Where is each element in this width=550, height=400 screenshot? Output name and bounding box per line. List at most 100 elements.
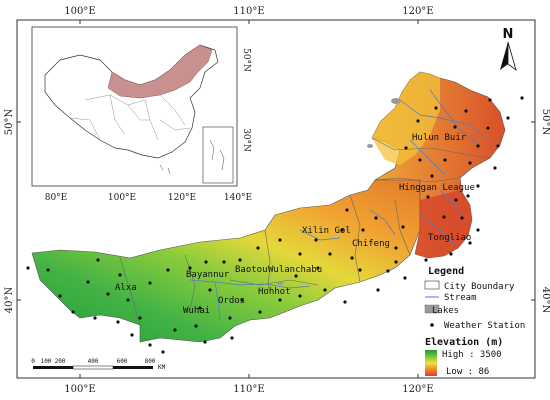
lakes	[277, 98, 401, 285]
north-arrow: N	[500, 27, 517, 72]
weather-station-dot	[358, 268, 362, 272]
scale-unit: KM	[158, 364, 166, 371]
city-label-bayannur: Bayannur	[186, 270, 230, 280]
weather-station-dot	[443, 158, 447, 162]
weather-station-dot	[203, 340, 207, 344]
weather-station-dot	[488, 98, 492, 102]
weather-station-dot	[208, 288, 212, 292]
weather-station-dot	[323, 288, 327, 292]
weather-station-dot	[350, 256, 354, 260]
weather-station-dot	[476, 228, 480, 232]
weather-station-dot	[194, 324, 198, 328]
inset-bottom-tick-120E: 120°E	[168, 193, 196, 203]
weather-station-dot	[130, 333, 134, 337]
weather-station-dot	[449, 252, 453, 256]
scale-tick-200: 200	[55, 358, 66, 365]
inset-map: 80°E 100°E 120°E 140°E 50°N 30°N	[31, 26, 252, 203]
weather-station-dot	[386, 269, 390, 273]
bottom-tick-120E: 120°E	[402, 384, 433, 395]
weather-station-dot	[328, 252, 332, 256]
weather-station-dot	[394, 260, 398, 264]
weather-station-dot	[453, 125, 457, 129]
inset-bottom-tick-140E: 140°E	[224, 193, 252, 203]
north-arrow-icon	[500, 42, 508, 70]
weather-station-dot	[126, 298, 130, 302]
inner-mongolia-highlight	[107, 44, 213, 99]
elevation-low-label: Low : 86	[446, 367, 489, 377]
scale-tick-0: 0	[31, 358, 35, 365]
legend-stream-label: Stream	[444, 293, 477, 303]
weather-station-swatch	[430, 323, 434, 327]
weather-station-dot	[376, 288, 380, 292]
city-label-tongliao: Tongliao	[428, 233, 471, 243]
weather-station-dot	[46, 268, 50, 272]
weather-station-dot	[314, 238, 318, 242]
tongliao-lowland	[415, 190, 472, 258]
left-tick-40N: 40°N	[4, 287, 15, 314]
weather-station-dot	[466, 194, 470, 198]
weather-station-dot	[93, 316, 97, 320]
city-label-hinggan-league: Hinggan League	[399, 183, 475, 193]
city-label-chifeng: Chifeng	[352, 239, 390, 249]
weather-station-dot	[116, 320, 120, 324]
weather-station-dot	[454, 198, 458, 202]
weather-station-dot	[106, 292, 110, 296]
weather-station-dot	[71, 310, 75, 314]
weather-station-dot	[434, 106, 438, 110]
city-boundary-swatch	[424, 280, 440, 290]
city-label-xilin-gol: Xilin Gol	[302, 226, 351, 236]
weather-station-dot	[424, 258, 428, 262]
scale-bar: 0 100 200 400 600 800 KM	[31, 358, 165, 371]
weather-station-dot	[476, 184, 480, 188]
left-tick-50N: 50°N	[4, 109, 15, 136]
city-label-wuhai: Wuhai	[183, 306, 210, 316]
province-lines	[69, 94, 191, 141]
weather-station-dot	[298, 294, 302, 298]
right-tick-40N: 40°N	[540, 287, 550, 314]
weather-station-dot	[240, 298, 244, 302]
elevation-title: Elevation (m)	[425, 336, 503, 348]
weather-station-dot	[222, 260, 226, 264]
right-tick-50N: 50°N	[540, 109, 550, 136]
weather-station-dot	[258, 310, 262, 314]
city-label-ordos: Ordos	[218, 296, 245, 306]
elevation-ramp	[425, 350, 437, 376]
inset-bottom-tick-100E: 100°E	[108, 193, 136, 203]
inset-right-tick-50N: 50°N	[241, 48, 251, 72]
weather-station-dot	[394, 246, 398, 250]
weather-station-dot	[404, 146, 408, 150]
hulun-buir-highland	[372, 72, 440, 165]
weather-station-dot	[493, 166, 497, 170]
legend-lakes-label: Lakes	[432, 306, 459, 316]
weather-station-dot	[374, 216, 378, 220]
weather-station-dot	[188, 266, 192, 270]
weather-station-dot	[426, 195, 430, 199]
city-label-hulun-buir: Hulun Buir	[412, 133, 467, 143]
bottom-tick-110E: 110°E	[233, 384, 264, 395]
weather-station-dot	[442, 215, 446, 219]
weather-station-dot	[476, 144, 480, 148]
elevation-high-label: High : 3500	[442, 350, 502, 360]
weather-station-dot	[403, 276, 407, 280]
city-label-wulanchabu: Wulanchabu	[268, 265, 322, 275]
bottom-tick-100E: 100°E	[64, 384, 95, 395]
weather-station-dot	[361, 228, 365, 232]
weather-station-dot	[316, 266, 320, 270]
weather-station-dot	[230, 336, 234, 340]
city-label-alxa: Alxa	[115, 283, 137, 293]
weather-station-dot	[161, 350, 165, 354]
scale-tick-600: 600	[117, 358, 128, 365]
weather-station-dot	[118, 273, 122, 277]
south-china-sea-box	[202, 126, 234, 184]
legend-title: Legend	[428, 266, 464, 277]
weather-station-dot	[343, 300, 347, 304]
weather-stations	[26, 96, 524, 354]
scale-tick-100: 100	[41, 358, 52, 365]
weather-station-dot	[173, 328, 177, 332]
weather-station-dot	[86, 280, 90, 284]
weather-station-dot	[468, 161, 472, 165]
city-label-baotou: Baotou	[235, 265, 268, 275]
north-arrow-label: N	[503, 27, 514, 42]
lakes-swatch	[424, 304, 440, 314]
